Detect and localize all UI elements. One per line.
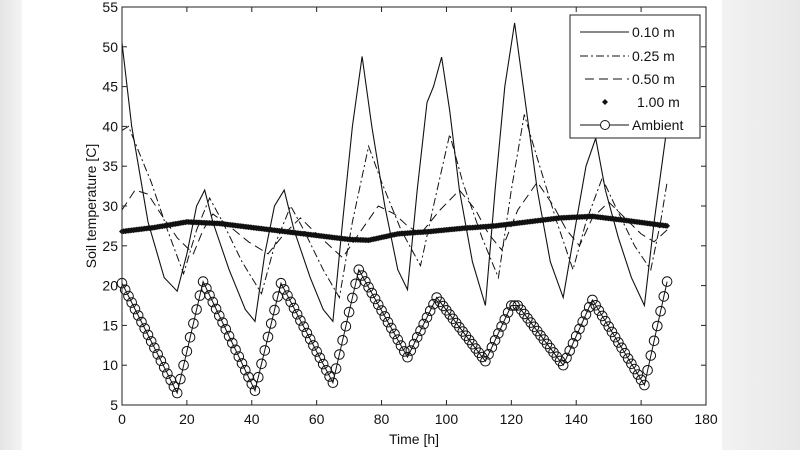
y-tick-label: 45 [102, 79, 118, 95]
x-tick-label: 80 [374, 411, 390, 427]
series-layer [116, 22, 673, 399]
x-tick-label: 100 [435, 411, 459, 427]
x-tick-label: 40 [244, 411, 260, 427]
y-tick-label: 25 [102, 238, 118, 254]
x-tick-label: 160 [629, 411, 653, 427]
y-axis-label: Soil temperature [C] [83, 144, 99, 269]
x-tick-label: 60 [309, 411, 325, 427]
y-tick-label: 5 [110, 397, 118, 413]
legend-box [569, 14, 701, 139]
y-tick-label: 10 [102, 357, 118, 373]
legend-item-ambient: Ambient [580, 117, 683, 133]
axis-ticks: 0 20 40 60 80 100 120 140 160 180 5 10 15 20 25 30 35 40 4… [102, 0, 717, 427]
legend-item-0-50m: 0.50 m [585, 71, 675, 87]
legend-item-0-10m: 0.10 m [580, 24, 675, 40]
legend-label: 1.00 m [637, 94, 680, 110]
diamond-marker-icon [602, 99, 608, 105]
y-tick-label: 50 [102, 39, 118, 55]
circle-marker-icon [600, 120, 610, 130]
series-0-10-m [121, 22, 668, 323]
legend-item-1-00m: 1.00 m [602, 94, 680, 110]
y-tick-label: 35 [102, 158, 118, 174]
x-tick-label: 20 [179, 411, 195, 427]
x-axis-label: Time [h] [389, 431, 439, 447]
series-1-00-m [119, 213, 671, 244]
series-0-25-m [121, 114, 668, 299]
series-ambient [116, 264, 673, 399]
legend-label: 0.10 m [632, 24, 675, 40]
y-tick-label: 15 [102, 317, 118, 333]
legend-label: 0.50 m [632, 71, 675, 87]
x-tick-label: 180 [694, 411, 718, 427]
legend-label: 0.25 m [632, 48, 675, 64]
series-0-50-m [121, 181, 668, 259]
y-tick-label: 40 [102, 118, 118, 134]
x-tick-label: 0 [118, 411, 126, 427]
legend: 0.10 m 0.25 m 0.50 m 1.00 m Ambient [569, 14, 701, 139]
y-tick-label: 55 [102, 0, 118, 15]
y-tick-label: 30 [102, 198, 118, 214]
y-tick-label: 20 [102, 278, 118, 294]
x-tick-label: 140 [565, 411, 589, 427]
x-tick-label: 120 [500, 411, 524, 427]
legend-item-0-25m: 0.25 m [580, 48, 675, 64]
legend-label: Ambient [632, 117, 683, 133]
